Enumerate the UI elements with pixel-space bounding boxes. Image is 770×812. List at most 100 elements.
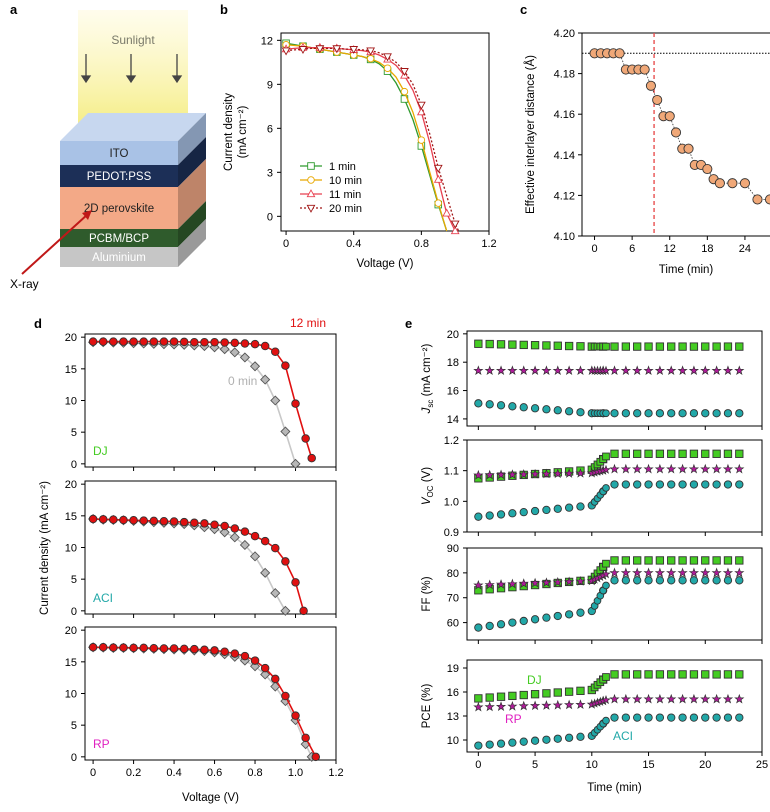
chart-d-point-12min [291, 399, 300, 408]
chart-e-point-aci [621, 480, 630, 489]
chart-e-point-rp [722, 693, 734, 704]
sunlight-label: Sunlight [111, 33, 155, 47]
chart-e-point-rp [564, 699, 575, 710]
chart-e-point-dj [701, 556, 710, 565]
chart-d-point-0min [260, 374, 271, 385]
chart-e-ytick-label: 60 [447, 618, 459, 630]
chart-e-xtick-label: 15 [642, 759, 654, 771]
chart-d-point-12min [281, 557, 290, 566]
layer-label: 2D perovskite [84, 203, 154, 215]
chart-e-ytick-label: 13 [447, 711, 459, 723]
chart-e-point-rp [575, 467, 586, 478]
chart-d-ytick-label: 5 [71, 574, 77, 586]
chart-c-point [683, 143, 694, 154]
chart-d-point-12min [240, 527, 250, 536]
chart-e-point-rp [507, 469, 518, 479]
chart-e-point-dj [602, 452, 610, 461]
chart-e-point-dj [689, 670, 699, 679]
chart-d-point-12min [88, 514, 98, 524]
chart-e-point-aci [667, 576, 676, 585]
chart-b-legend-label: 10 min [329, 175, 362, 187]
chart-e-point-aci [508, 618, 517, 627]
chart-e-point-aci [655, 480, 665, 489]
chart-d-point-12min [139, 516, 148, 525]
chart-e-point-rp [601, 365, 611, 375]
chart-d-point-12min [169, 644, 179, 653]
chart-d-point-12min [139, 643, 148, 653]
chart-e-point-dj [701, 670, 710, 679]
chart-e-point-rp [564, 365, 575, 376]
chart-e-point-rp [666, 567, 677, 578]
chart-e-point-aci [633, 576, 642, 585]
chart-e-point-dj [553, 341, 562, 350]
chart-e-point-aci [542, 505, 551, 515]
chart-d-point-12min [230, 649, 240, 658]
chart-b-point [434, 199, 443, 207]
chart-b-point [315, 45, 325, 54]
chart-d-point-12min [271, 543, 280, 553]
chart-c-point [652, 94, 663, 106]
panel-a-label: a [10, 2, 18, 17]
chart-e-point-dj [723, 670, 733, 679]
chart-e-xtick-label: 10 [586, 759, 598, 771]
chart-d-jv-comparison: 0 5 10 15 20 DJ 12 min 0 min 0 5 10 15 20 ACI 0 5 10 15 20… [39, 316, 344, 804]
chart-e-point-rp [529, 700, 541, 711]
chart-e-point-rp [541, 577, 552, 588]
chart-b-ytick-label: 12 [261, 35, 273, 47]
chart-d-point-12min [169, 337, 179, 346]
chart-d-series-line [93, 518, 305, 612]
chart-e-point-aci [602, 484, 610, 492]
chart-e-point-dj [564, 687, 574, 696]
chart-e-point-aci [519, 737, 528, 746]
chart-e-point-aci [701, 713, 710, 722]
chart-b-jv-curves: 0 0.4 0.8 1.2 0 3 6 9 12 Voltage (V) Current densi… [223, 32, 497, 270]
chart-d-ytick-label: 10 [65, 543, 77, 555]
chart-b-point [433, 164, 443, 173]
chart-c-ytick-label: 4.14 [554, 150, 575, 162]
chart-c-interlayer-distance: 0 6 12 18 24 4.10 4.12 4.14 4.16 4.18 4.20 Time (mi… [524, 28, 770, 276]
chart-e-point-aci [689, 713, 699, 722]
chart-e-point-rp [666, 693, 677, 704]
chart-e-point-dj [712, 342, 721, 351]
chart-e-point-rp [484, 701, 495, 712]
chart-e-point-dj [712, 449, 721, 458]
chart-e-point-rp [507, 700, 518, 711]
chart-b-point [383, 53, 392, 62]
chart-d-point-0min [229, 532, 240, 543]
chart-b-axes [280, 32, 490, 232]
panel-b-label: b [220, 2, 228, 17]
chart-e-point-dj [610, 449, 619, 458]
chart-b-xtick-label: 1.2 [481, 238, 496, 250]
panel-c-label: c [520, 2, 527, 17]
chart-e-point-aci [689, 576, 699, 585]
chart-b-legend-marker [307, 176, 315, 184]
layer-stack: ITO PEDOT:PSS 2D perovskite PCBM/BCP Alumini… [60, 113, 206, 267]
chart-d-point-12min [210, 520, 219, 529]
chart-d-ytick-label: 5 [71, 427, 77, 439]
chart-e-point-rp [529, 365, 541, 376]
chart-d-point-0min [239, 352, 250, 363]
chart-c-xtick-label: 6 [629, 243, 635, 255]
chart-c-xtick-label: 0 [591, 243, 597, 255]
chart-d-point-12min [149, 337, 159, 346]
chart-d-point-12min [230, 524, 240, 533]
chart-c-point [764, 194, 770, 205]
chart-e-point-dj [712, 556, 721, 565]
chart-e-point-aci [496, 401, 506, 410]
chart-e-point-aci [485, 740, 494, 749]
layer-label: ITO [110, 148, 129, 160]
chart-e-point-rp [495, 579, 507, 589]
chart-d-point-12min [210, 337, 219, 347]
chart-e-point-dj [610, 342, 619, 351]
chart-d-xtick-label: 0.6 [207, 767, 222, 779]
layer-aluminium [60, 247, 178, 267]
chart-e-point-rp [518, 365, 529, 376]
sunlight-beam [78, 10, 188, 130]
chart-d-point-12min [109, 337, 118, 346]
chart-e-point-rp [632, 463, 643, 474]
chart-e-point-dj [655, 342, 665, 351]
chart-e-point-dj [735, 449, 744, 458]
chart-e-point-aci [723, 576, 733, 585]
chart-e-point-aci [496, 510, 506, 519]
chart-d-point-12min [301, 733, 310, 743]
